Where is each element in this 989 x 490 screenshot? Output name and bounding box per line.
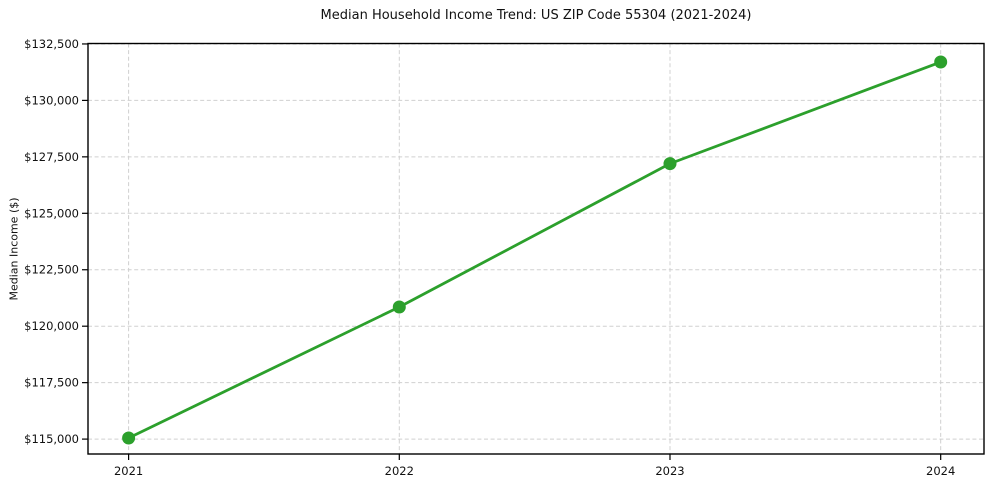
y-tick-label: $117,500 — [24, 376, 79, 390]
x-tick-label: 2023 — [655, 464, 684, 478]
y-tick-label: $125,000 — [24, 206, 79, 220]
data-point — [663, 157, 677, 171]
x-tick-label: 2024 — [926, 464, 955, 478]
data-point — [392, 300, 406, 314]
chart-title: Median Household Income Trend: US ZIP Co… — [320, 8, 752, 23]
y-tick-label: $132,500 — [24, 37, 79, 51]
y-tick-label: $122,500 — [24, 263, 79, 277]
y-tick-label: $130,000 — [24, 93, 79, 107]
income-trend-line — [127, 60, 943, 440]
x-tick-label: 2022 — [385, 464, 414, 478]
data-point — [934, 55, 948, 69]
y-tick-label: $127,500 — [24, 150, 79, 164]
plot-border — [87, 42, 985, 455]
y-tick-label: $120,000 — [24, 319, 79, 333]
data-point — [122, 431, 136, 445]
y-tick-label: $115,000 — [24, 432, 79, 446]
x-tick-label: 2021 — [114, 464, 143, 478]
